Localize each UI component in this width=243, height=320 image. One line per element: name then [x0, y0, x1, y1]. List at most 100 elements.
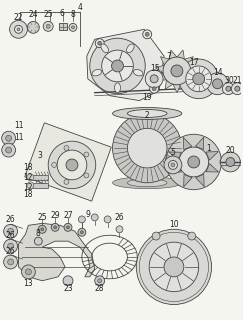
- Text: 15: 15: [150, 64, 160, 73]
- Circle shape: [188, 156, 200, 168]
- Circle shape: [6, 135, 12, 141]
- Polygon shape: [25, 123, 111, 201]
- Circle shape: [152, 87, 156, 91]
- Circle shape: [15, 25, 22, 33]
- Circle shape: [179, 147, 208, 177]
- Text: 7: 7: [166, 52, 171, 60]
- Polygon shape: [87, 29, 164, 100]
- Text: 14: 14: [214, 68, 223, 77]
- Polygon shape: [196, 174, 204, 187]
- Circle shape: [149, 242, 199, 292]
- Circle shape: [54, 226, 57, 229]
- FancyBboxPatch shape: [32, 183, 48, 188]
- Circle shape: [27, 21, 39, 33]
- Ellipse shape: [127, 109, 167, 117]
- Text: 18: 18: [24, 164, 33, 172]
- Circle shape: [63, 276, 73, 286]
- Text: 17: 17: [189, 59, 199, 68]
- Circle shape: [69, 23, 77, 31]
- Circle shape: [51, 223, 59, 231]
- Text: 13: 13: [24, 279, 33, 288]
- Circle shape: [98, 279, 102, 283]
- Circle shape: [186, 66, 212, 92]
- Polygon shape: [173, 84, 181, 93]
- Text: 8: 8: [36, 229, 41, 238]
- Polygon shape: [206, 152, 218, 160]
- Circle shape: [52, 163, 57, 167]
- Text: 26: 26: [115, 213, 124, 222]
- Circle shape: [171, 65, 183, 77]
- Polygon shape: [184, 174, 192, 187]
- Circle shape: [102, 50, 133, 82]
- Circle shape: [90, 38, 145, 94]
- Text: 9: 9: [85, 210, 90, 219]
- Circle shape: [235, 86, 240, 91]
- Circle shape: [143, 30, 152, 39]
- Text: 18: 18: [24, 190, 33, 199]
- Circle shape: [166, 134, 221, 190]
- Circle shape: [84, 152, 89, 157]
- Circle shape: [127, 128, 167, 168]
- Text: 23: 23: [63, 284, 73, 293]
- Polygon shape: [187, 73, 197, 80]
- Circle shape: [150, 84, 159, 93]
- Circle shape: [213, 79, 222, 89]
- Circle shape: [8, 259, 14, 265]
- Text: 1: 1: [206, 144, 211, 153]
- Circle shape: [64, 146, 69, 150]
- Circle shape: [4, 255, 17, 269]
- Text: 30: 30: [225, 76, 234, 85]
- Polygon shape: [165, 80, 173, 89]
- Circle shape: [78, 216, 85, 223]
- Polygon shape: [169, 164, 182, 172]
- Ellipse shape: [113, 108, 182, 119]
- Circle shape: [4, 239, 17, 253]
- Polygon shape: [157, 73, 166, 80]
- Circle shape: [4, 224, 17, 238]
- Circle shape: [8, 243, 14, 249]
- Circle shape: [66, 159, 78, 171]
- Circle shape: [193, 73, 205, 85]
- Circle shape: [10, 20, 27, 38]
- Circle shape: [2, 131, 16, 145]
- Circle shape: [80, 231, 83, 234]
- Text: 8: 8: [70, 10, 75, 19]
- Ellipse shape: [114, 83, 121, 93]
- Circle shape: [231, 83, 243, 95]
- Circle shape: [145, 70, 163, 88]
- Circle shape: [168, 161, 177, 169]
- Circle shape: [21, 265, 35, 279]
- Circle shape: [164, 156, 182, 174]
- Circle shape: [98, 41, 102, 45]
- Circle shape: [71, 26, 74, 29]
- Text: 6: 6: [60, 9, 64, 18]
- Circle shape: [104, 216, 111, 223]
- Polygon shape: [183, 137, 192, 150]
- Circle shape: [145, 32, 149, 36]
- Text: 22: 22: [14, 13, 23, 22]
- Ellipse shape: [92, 69, 102, 76]
- Circle shape: [116, 226, 123, 233]
- Circle shape: [112, 60, 123, 72]
- Circle shape: [48, 141, 96, 189]
- FancyBboxPatch shape: [59, 23, 67, 30]
- Polygon shape: [206, 164, 218, 172]
- Ellipse shape: [127, 179, 167, 187]
- Text: 5: 5: [171, 148, 175, 156]
- Ellipse shape: [101, 44, 108, 53]
- Circle shape: [91, 214, 98, 221]
- Circle shape: [84, 173, 89, 178]
- Circle shape: [188, 232, 196, 240]
- Polygon shape: [169, 152, 181, 160]
- Circle shape: [64, 223, 72, 231]
- Circle shape: [226, 157, 235, 166]
- Text: 29: 29: [50, 211, 60, 220]
- Text: 25: 25: [37, 213, 47, 222]
- Circle shape: [46, 24, 50, 28]
- Polygon shape: [160, 57, 169, 65]
- Text: 3: 3: [38, 150, 43, 160]
- Polygon shape: [155, 65, 164, 73]
- Circle shape: [78, 228, 86, 236]
- Circle shape: [26, 269, 31, 275]
- Circle shape: [27, 182, 34, 189]
